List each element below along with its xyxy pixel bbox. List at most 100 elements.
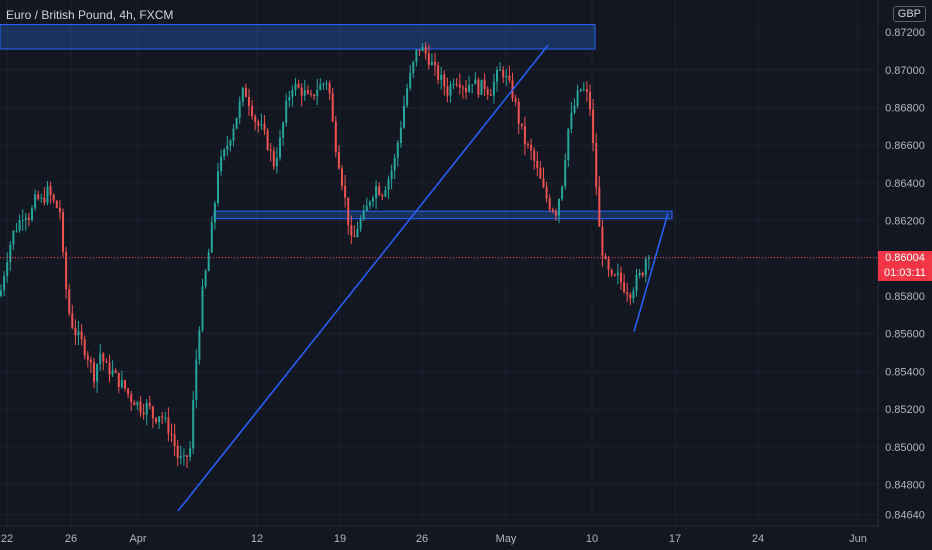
candle-body [576,90,579,106]
y-tick-label: 0.85400 [885,366,925,378]
symbol-title[interactable]: Euro / British Pound, 4h, FXCM [6,8,174,22]
candle-body [616,272,619,276]
x-tick-label: Jun [849,533,867,545]
candle-body [533,150,536,161]
candle-body [350,225,353,236]
candle-body [443,74,446,87]
candle-body [46,186,49,203]
candle-body [145,403,148,415]
candle-body [86,355,89,360]
candle-body [176,445,179,459]
candle-body [474,79,477,85]
candle-body [523,126,526,145]
candle-body [548,198,551,210]
wedge-line[interactable] [633,212,669,333]
candle-body [158,416,161,423]
x-tick-label: 17 [669,533,681,545]
candle-body [610,269,613,275]
candle-body [238,101,241,118]
candle-body [595,143,598,188]
candle-body [403,105,405,128]
candle-body [452,83,455,85]
candle-body [6,262,9,277]
candle-body [353,235,356,238]
candle-body [585,89,588,92]
candle-body [316,89,319,97]
candle-body [161,416,164,418]
candle-body [93,362,95,382]
candle-body [310,93,312,95]
uptrend-line[interactable] [177,44,549,512]
x-tick-label: 26 [416,533,428,545]
candle-body [275,157,278,167]
candle-body [198,330,201,360]
candle-body [554,211,557,216]
candle-body [468,85,471,93]
candle-body [319,84,322,90]
candle-body [455,83,458,85]
candle-body [21,219,24,221]
currency-badge[interactable]: GBP [892,6,926,22]
support-zone[interactable] [213,210,673,220]
candle-body [241,87,244,102]
candle-body [49,186,52,195]
candle-body [486,89,489,95]
candle-body [514,98,517,102]
candle-body [117,372,120,388]
candle-body [62,212,64,252]
candle-body [27,217,30,220]
y-tick-label: 0.85800 [885,291,925,303]
y-tick-label: 0.84640 [885,510,925,522]
candle-body [24,217,27,220]
candle-body [136,401,139,406]
candle-body [542,178,545,187]
candle-body [291,90,294,98]
candle-body [598,187,601,227]
candle-body [313,94,316,97]
candle-body [102,353,105,362]
y-tick-label: 0.87200 [885,27,925,39]
candle-body [536,160,539,168]
x-tick-label: 22 [1,533,13,545]
candle-body [192,400,195,449]
y-tick-label: 0.86200 [885,216,925,228]
candle-body [632,290,635,299]
candle-body [356,228,359,238]
candle-body [601,226,604,257]
candle-body [142,412,145,415]
y-tick-label: 0.86600 [885,140,925,152]
y-tick-label: 0.85000 [885,442,925,454]
candle-body [139,401,142,413]
candle-body [629,294,632,299]
candle-body [266,130,269,150]
candle-body [564,160,567,187]
candle-body [257,122,260,126]
candle-body [12,230,15,245]
candle-body [325,83,328,85]
candle-body [331,93,334,122]
candle-body [372,198,374,202]
candle-body [297,83,300,88]
candle-body [244,87,247,98]
candle-body [285,100,288,123]
candle-body [127,388,130,395]
candle-body [561,186,564,200]
candle-body [213,202,216,223]
x-tick-label: 12 [251,533,263,545]
candle-body [272,150,275,167]
candle-body [496,70,498,82]
candle-body [65,251,68,290]
resistance-zone[interactable] [0,24,596,50]
candle-body [347,197,350,226]
candle-body [558,199,560,216]
candle-body [3,276,6,291]
candle-body [337,151,340,169]
candle-body [282,122,285,138]
candle-body [40,197,43,199]
x-tick-label: 10 [586,533,598,545]
candle-body [251,106,254,117]
candle-body [424,47,427,54]
x-tick-label: May [496,533,517,545]
candle-body [303,90,306,96]
